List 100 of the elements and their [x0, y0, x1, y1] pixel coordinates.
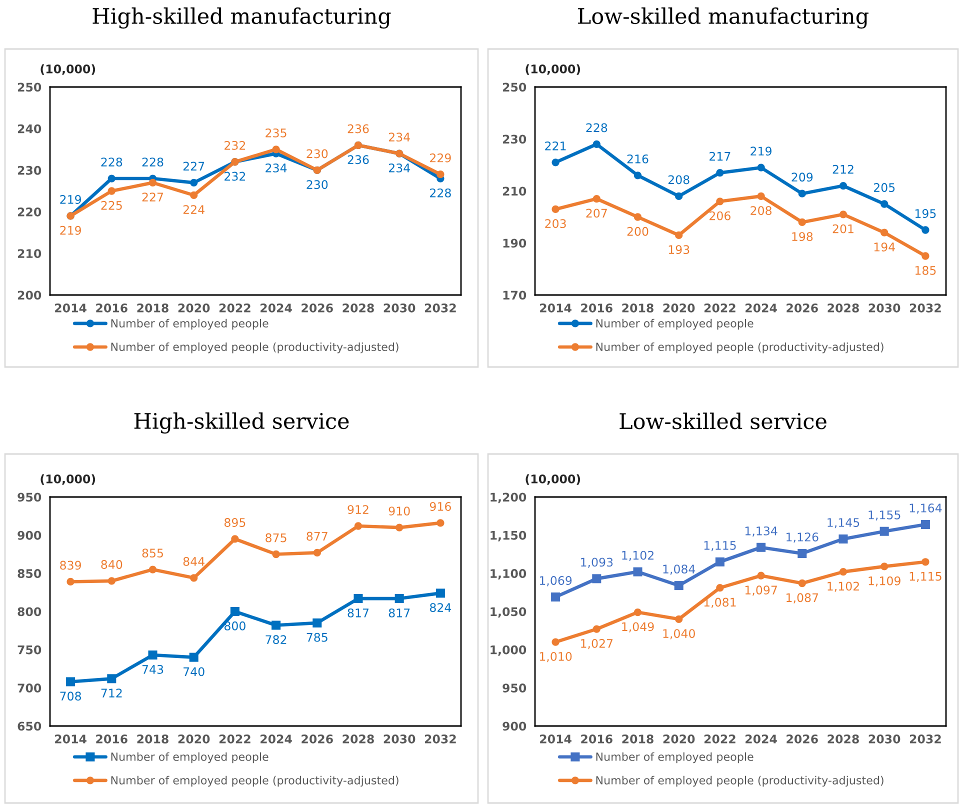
- point: [880, 200, 888, 208]
- x-tick-label: 2016: [96, 734, 128, 744]
- chart-title: Low-skilled service: [620, 412, 826, 430]
- point: [675, 192, 683, 200]
- data-label: 916: [430, 502, 451, 511]
- data-label: 1,093: [581, 558, 613, 568]
- data-label: 855: [142, 548, 163, 558]
- y-tick-label: 750: [18, 645, 42, 654]
- point: [436, 588, 445, 598]
- x-tick-label: 2020: [663, 734, 695, 744]
- y-tick-label: 220: [18, 208, 42, 216]
- data-label: 227: [142, 192, 164, 202]
- y-tick-label: 850: [18, 569, 42, 578]
- data-label: 207: [586, 208, 607, 218]
- chart-title: Low-skilled manufacturing: [578, 7, 868, 29]
- x-tick-label: 2020: [178, 734, 210, 744]
- data-label: 1,115: [704, 541, 736, 552]
- data-label: 1,145: [828, 518, 860, 528]
- point: [189, 652, 198, 662]
- x-tick-label: 2022: [219, 304, 250, 312]
- point: [230, 606, 240, 616]
- x-tick-label: 2014: [55, 304, 86, 312]
- data-label: 1,126: [786, 532, 818, 543]
- data-label: 839: [60, 560, 81, 570]
- point: [838, 534, 848, 544]
- x-tick-label: 2018: [622, 304, 654, 312]
- data-label: 817: [388, 608, 410, 618]
- data-label: 230: [306, 149, 328, 158]
- data-label: 1,097: [745, 586, 777, 596]
- data-label: 824: [430, 603, 452, 612]
- point: [312, 618, 322, 628]
- data-label: 712: [101, 688, 122, 698]
- y-tick-label: 250: [502, 82, 526, 92]
- y-tick-label: 1,200: [490, 492, 526, 504]
- point: [592, 625, 600, 633]
- x-tick-label: 2014: [540, 304, 572, 312]
- y-tick-label: 250: [18, 82, 42, 92]
- y-tick-label: 240: [18, 124, 42, 134]
- data-label: 193: [668, 245, 690, 254]
- point: [396, 524, 404, 532]
- chart-title: High-skilled service: [134, 412, 349, 434]
- data-label: 194: [874, 242, 895, 252]
- point: [922, 226, 930, 234]
- point: [190, 178, 198, 186]
- data-label: 216: [627, 154, 648, 164]
- x-tick-label: 2016: [96, 304, 128, 312]
- x-tick-label: 2014: [55, 734, 86, 744]
- x-tick-label: 2018: [137, 304, 168, 312]
- legend-label: Number of employed people (productivity-adjusted): [596, 776, 884, 787]
- y-tick-label: 950: [18, 492, 42, 502]
- point: [107, 674, 116, 684]
- point: [674, 581, 684, 590]
- data-label: 1,102: [622, 550, 654, 561]
- y-tick-label: 210: [502, 186, 526, 196]
- point: [634, 213, 642, 221]
- data-label: 912: [348, 505, 368, 514]
- data-label: 785: [306, 632, 328, 642]
- point: [634, 608, 642, 616]
- data-label: 817: [348, 608, 369, 618]
- y-tick-label: 1,150: [490, 530, 526, 542]
- x-tick-label: 2030: [384, 734, 416, 744]
- data-label: 185: [915, 266, 936, 275]
- data-label: 219: [750, 146, 772, 156]
- data-label: 232: [224, 172, 246, 181]
- data-label: 1,164: [910, 504, 942, 514]
- x-tick-label: 2030: [868, 304, 900, 312]
- x-tick-label: 2020: [178, 304, 210, 312]
- x-tick-label: 2028: [342, 734, 374, 744]
- legend-label: Number of employed people (productivity-adjusted): [111, 776, 398, 787]
- data-label: 782: [266, 635, 286, 644]
- data-label: 201: [832, 224, 854, 234]
- x-tick-label: 2014: [540, 734, 572, 744]
- y-tick-label: 190: [503, 238, 526, 248]
- point: [798, 190, 806, 198]
- point: [633, 567, 642, 576]
- data-label: 910: [388, 506, 410, 516]
- y-tick-label: 230: [502, 134, 526, 144]
- point: [66, 578, 74, 586]
- point: [272, 146, 280, 154]
- legend-label: Number of employed people: [596, 752, 754, 764]
- data-label: 235: [266, 128, 286, 138]
- point: [757, 572, 765, 580]
- x-tick-label: 2030: [868, 734, 900, 744]
- data-label: 228: [142, 158, 164, 167]
- data-label: 203: [545, 219, 566, 228]
- point: [757, 192, 765, 200]
- data-label: 228: [430, 188, 451, 198]
- y-tick-label: 650: [18, 722, 42, 731]
- point: [716, 168, 724, 177]
- data-label: 206: [710, 211, 730, 220]
- x-tick-label: 2022: [704, 304, 736, 312]
- data-label: 1,102: [828, 582, 859, 592]
- data-label: 844: [183, 556, 204, 566]
- y-tick-label: 800: [18, 607, 42, 616]
- point: [552, 158, 560, 166]
- point: [922, 252, 930, 260]
- y-tick-label: 700: [18, 684, 42, 692]
- point: [148, 178, 157, 186]
- data-label: 1,040: [663, 629, 695, 640]
- point: [148, 650, 158, 660]
